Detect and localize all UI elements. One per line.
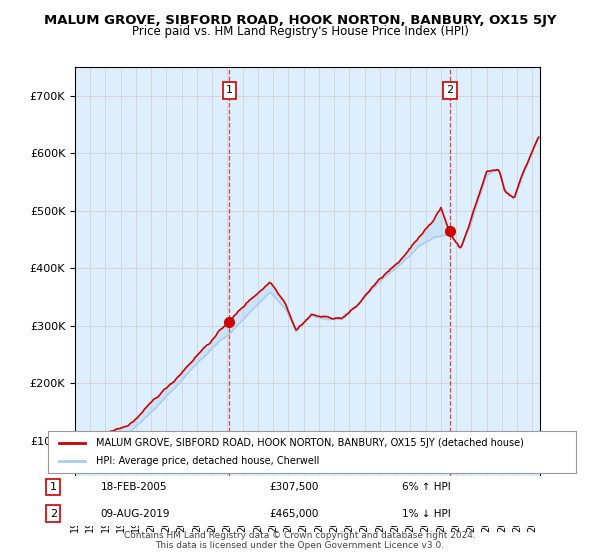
Text: 09-AUG-2019: 09-AUG-2019 [101, 509, 170, 519]
Text: £465,000: £465,000 [270, 509, 319, 519]
Text: HPI: Average price, detached house, Cherwell: HPI: Average price, detached house, Cher… [95, 456, 319, 466]
Text: Price paid vs. HM Land Registry's House Price Index (HPI): Price paid vs. HM Land Registry's House … [131, 25, 469, 38]
Text: £307,500: £307,500 [270, 482, 319, 492]
Text: 6% ↑ HPI: 6% ↑ HPI [402, 482, 451, 492]
Text: 18-FEB-2005: 18-FEB-2005 [101, 482, 167, 492]
Text: 1: 1 [226, 85, 233, 95]
Text: 1% ↓ HPI: 1% ↓ HPI [402, 509, 451, 519]
Text: MALUM GROVE, SIBFORD ROAD, HOOK NORTON, BANBURY, OX15 5JY (detached house): MALUM GROVE, SIBFORD ROAD, HOOK NORTON, … [95, 438, 523, 448]
Text: 2: 2 [446, 85, 454, 95]
Text: Contains HM Land Registry data © Crown copyright and database right 2024.
This d: Contains HM Land Registry data © Crown c… [124, 530, 476, 550]
Text: MALUM GROVE, SIBFORD ROAD, HOOK NORTON, BANBURY, OX15 5JY: MALUM GROVE, SIBFORD ROAD, HOOK NORTON, … [44, 14, 556, 27]
Text: 1: 1 [50, 482, 57, 492]
Text: 2: 2 [50, 509, 57, 519]
